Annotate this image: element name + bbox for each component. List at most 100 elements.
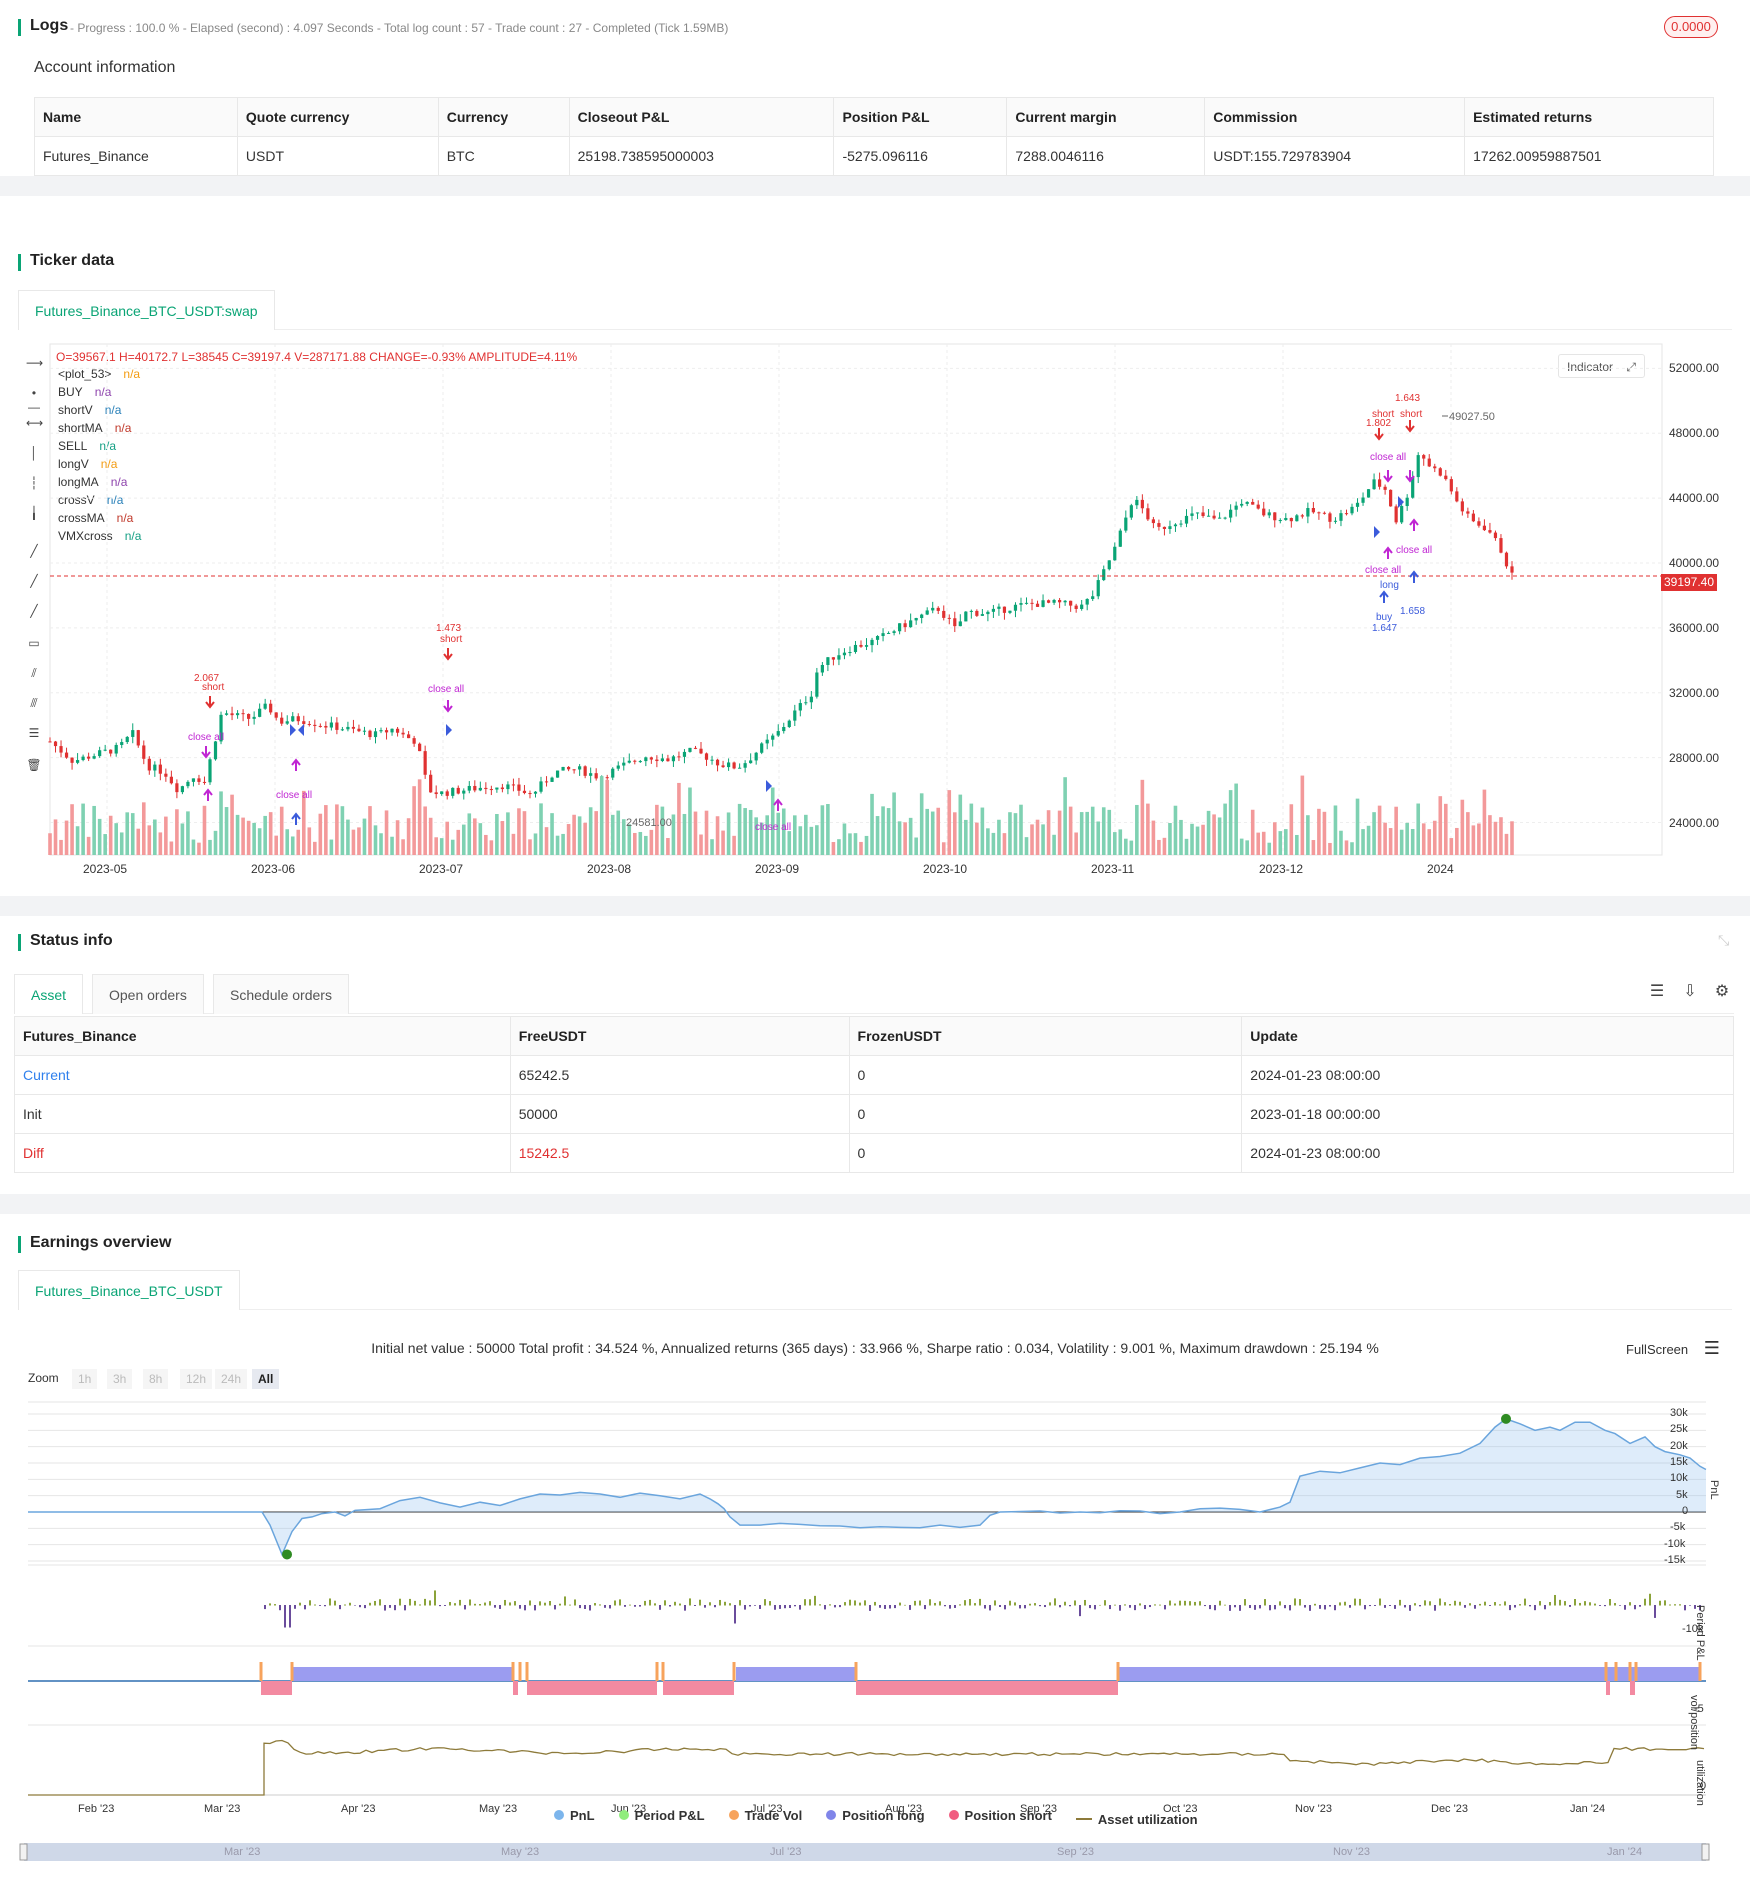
period-bar bbox=[1394, 1605, 1396, 1609]
legend-item[interactable]: longMA n/a bbox=[58, 475, 127, 489]
zoom-3h[interactable]: 3h bbox=[107, 1369, 133, 1389]
logs-summary: - Progress : 100.0 % - Elapsed (second) … bbox=[70, 21, 729, 35]
navigator-left-handle[interactable] bbox=[19, 1843, 28, 1861]
legend-item[interactable]: shortV n/a bbox=[58, 403, 121, 417]
trend-line-icon[interactable]: ╱ bbox=[30, 544, 38, 558]
tab-earnings-symbol[interactable]: Futures_Binance_BTC_USDT bbox=[18, 1270, 240, 1310]
candle-body bbox=[975, 610, 979, 616]
legend-item[interactable]: Trade Vol bbox=[728, 1808, 802, 1823]
legend-item[interactable]: shortMA n/a bbox=[58, 421, 131, 435]
list-icon[interactable]: ☰ bbox=[1649, 983, 1665, 1000]
vertical-line-icon[interactable]: │ bbox=[30, 446, 38, 460]
period-bar bbox=[864, 1600, 866, 1606]
logs-badge[interactable]: 0.0000 bbox=[1664, 16, 1718, 38]
candle-body bbox=[202, 781, 207, 783]
earnings-legend: PnL Period P&L Trade Vol Position long Posit… bbox=[554, 1807, 1222, 1827]
menu-icon[interactable]: ☰ bbox=[1703, 1338, 1720, 1358]
vertical-ray-icon[interactable]: ╽ bbox=[30, 506, 38, 520]
zoom-24h[interactable]: 24h bbox=[215, 1369, 248, 1389]
account-table: Name Quote currency Currency Closeout P&L Po… bbox=[34, 97, 1714, 176]
candle-body bbox=[953, 618, 957, 627]
fibonacci-icon[interactable]: ⫻ bbox=[30, 696, 38, 710]
candle-body bbox=[1499, 538, 1503, 553]
zoom-all[interactable]: All bbox=[252, 1369, 280, 1389]
legend-dot-icon bbox=[554, 1810, 564, 1820]
period-bar bbox=[704, 1605, 706, 1608]
candle-body bbox=[1085, 598, 1089, 605]
volume-bar bbox=[473, 818, 477, 855]
legend-item[interactable]: SELL n/a bbox=[58, 439, 116, 453]
legend-name: shortV bbox=[58, 403, 93, 417]
volume-bar bbox=[1250, 809, 1255, 855]
fib-levels-icon[interactable]: ☰ bbox=[28, 726, 40, 740]
zoom-1h[interactable]: 1h bbox=[72, 1369, 98, 1389]
volume-bar bbox=[1443, 803, 1448, 855]
period-bar bbox=[1184, 1600, 1186, 1606]
position-short-bar bbox=[1630, 1681, 1635, 1695]
legend-item[interactable]: <plot_53> n/a bbox=[58, 367, 140, 381]
candle-body bbox=[688, 747, 692, 752]
legend-item[interactable]: crossMA n/a bbox=[58, 511, 133, 525]
legend-item[interactable]: Asset utilization bbox=[1075, 1812, 1198, 1827]
period-bar bbox=[1289, 1605, 1291, 1611]
settings-icon[interactable]: ⚙ bbox=[1714, 983, 1730, 1000]
free-usdt-cell: 65242.5 bbox=[509, 1055, 850, 1095]
candle-body bbox=[1162, 526, 1167, 529]
volume-bar bbox=[246, 820, 251, 855]
indicator-button[interactable]: Indicator ⤢ bbox=[1558, 354, 1645, 378]
pnl-tick: -15k bbox=[1664, 1554, 1686, 1566]
price-tick: 36000.00 bbox=[1669, 620, 1720, 635]
download-icon[interactable]: ⇩ bbox=[1683, 983, 1697, 1000]
tab-schedule-orders[interactable]: Schedule orders bbox=[213, 974, 349, 1014]
navigator-right-handle[interactable] bbox=[1701, 1843, 1710, 1861]
parallel-channel-icon[interactable]: ⫽ bbox=[31, 666, 37, 680]
volume-bar bbox=[1107, 809, 1112, 855]
legend-item[interactable]: longV n/a bbox=[58, 457, 117, 471]
period-bar bbox=[1469, 1603, 1471, 1606]
volume-bar bbox=[1278, 831, 1283, 855]
period-bar bbox=[549, 1601, 551, 1606]
legend-item[interactable]: VMXcross n/a bbox=[58, 529, 141, 543]
horizontal-line-icon[interactable]: ⟶ bbox=[26, 356, 44, 370]
volume-bar bbox=[461, 824, 466, 855]
extended-line-icon[interactable]: ⟷ bbox=[26, 416, 44, 430]
account-cell: -5275.096116 bbox=[833, 136, 1008, 176]
legend-item[interactable]: Position short bbox=[948, 1808, 1052, 1823]
volume-bar bbox=[859, 841, 863, 855]
volume-bar bbox=[583, 822, 587, 855]
volume-bar bbox=[301, 790, 306, 855]
period-bar bbox=[1259, 1605, 1261, 1609]
volume-bar bbox=[406, 818, 411, 855]
period-bar bbox=[819, 1604, 821, 1606]
vertical-segment-icon[interactable]: ┆ bbox=[30, 476, 38, 490]
period-bar bbox=[1109, 1605, 1111, 1610]
period-bar bbox=[874, 1601, 876, 1606]
trade-vol-bar bbox=[655, 1662, 659, 1681]
volume-bar bbox=[81, 803, 85, 855]
navigator-track[interactable] bbox=[24, 1843, 1706, 1861]
collapse-icon[interactable]: ⤡ bbox=[1718, 932, 1730, 948]
ray-line-icon[interactable]: ╱ bbox=[30, 574, 38, 588]
legend-item[interactable]: crossV n/a bbox=[58, 493, 123, 507]
short-arrow bbox=[1405, 470, 1415, 483]
price-range-icon[interactable]: ▭ bbox=[28, 636, 40, 650]
legend-item[interactable]: Period P&L bbox=[618, 1808, 705, 1823]
trade-vol-bar bbox=[1698, 1662, 1702, 1681]
tab-asset[interactable]: Asset bbox=[14, 974, 84, 1014]
volume-bar bbox=[362, 818, 367, 855]
zoom-12h[interactable]: 12h bbox=[180, 1369, 213, 1389]
fullscreen-button[interactable]: FullScreen ☰ bbox=[1626, 1338, 1720, 1359]
legend-item[interactable]: Position long bbox=[826, 1808, 925, 1823]
tab-open-orders[interactable]: Open orders bbox=[92, 974, 204, 1014]
delete-icon[interactable]: 🗑 bbox=[26, 758, 42, 772]
candle-body bbox=[660, 758, 664, 762]
volume-bar bbox=[141, 802, 146, 855]
kline-chart[interactable] bbox=[0, 0, 1750, 900]
zoom-8h[interactable]: 8h bbox=[143, 1369, 169, 1389]
horizontal-ray-icon[interactable]: •— bbox=[28, 386, 40, 414]
tab-ticker-symbol[interactable]: Futures_Binance_BTC_USDT:swap bbox=[18, 290, 275, 330]
legend-item[interactable]: PnL bbox=[554, 1808, 595, 1823]
candle-body bbox=[721, 765, 725, 768]
segment-line-icon[interactable]: ╱ bbox=[30, 604, 38, 618]
